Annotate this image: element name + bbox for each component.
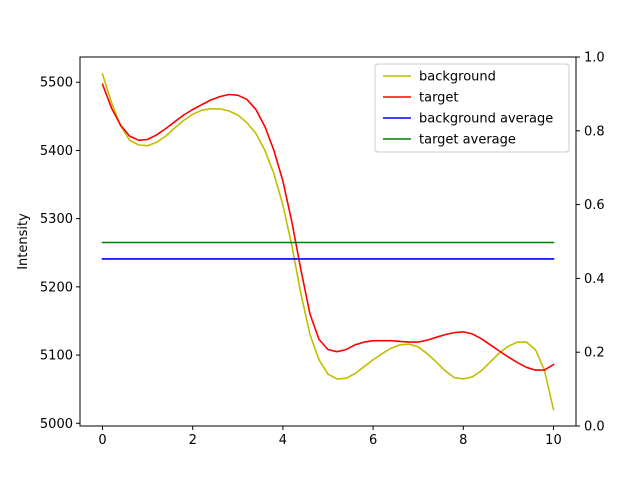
- y2-tick-label: 0.0: [584, 420, 605, 435]
- x-tick-label: 10: [545, 433, 562, 448]
- y-tick-label: 5500: [40, 76, 73, 91]
- x-tick-label: 4: [279, 433, 287, 448]
- series-layer: [101, 73, 555, 411]
- y-tick-label: 5200: [40, 280, 73, 295]
- y-axis-left: 5000 5100 5200 5300 5400 5500: [40, 76, 80, 432]
- legend-label: target average: [419, 133, 516, 148]
- y-tick-label: 5100: [40, 349, 73, 364]
- x-axis: 0 2 4 6 8 10: [98, 426, 562, 448]
- y-tick-label: 5400: [40, 144, 73, 159]
- series-line-target: [101, 83, 555, 371]
- x-tick-label: 8: [459, 433, 467, 448]
- plot-frame: [79, 56, 577, 427]
- y2-tick-label: 0.8: [584, 124, 605, 139]
- series-line-background: [101, 73, 555, 411]
- legend-label: background: [419, 70, 496, 85]
- y-axis-right: 0.0 0.2 0.4 0.6 0.8 1.0: [576, 51, 605, 435]
- x-tick-label: 6: [369, 433, 377, 448]
- y2-tick-label: 1.0: [584, 51, 605, 66]
- y-axis-label: Intensity: [16, 213, 31, 270]
- legend-label: target: [419, 91, 459, 106]
- legend-box: [374, 63, 570, 153]
- y2-tick-label: 0.4: [584, 272, 605, 287]
- legend-label: background average: [419, 112, 553, 127]
- y2-tick-label: 0.6: [584, 198, 605, 213]
- y-tick-label: 5300: [40, 212, 73, 227]
- legend: background target background average target…: [374, 63, 570, 153]
- x-tick-label: 0: [98, 433, 106, 448]
- x-tick-label: 2: [189, 433, 197, 448]
- y-tick-label: 5000: [40, 417, 73, 432]
- y2-tick-label: 0.2: [584, 346, 605, 361]
